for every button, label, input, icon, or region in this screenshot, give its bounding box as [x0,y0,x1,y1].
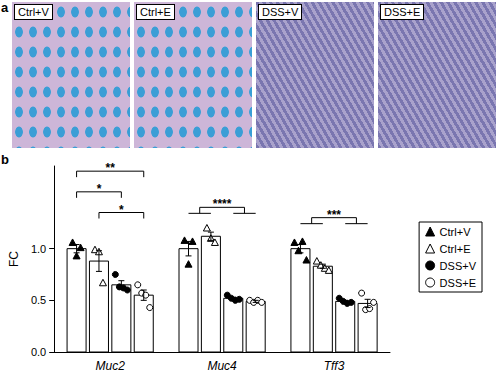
svg-text:*: * [97,182,102,196]
html-text:DSS+V: DSS+V [262,6,299,18]
svg-text:Tff3: Tff3 [324,359,345,373]
svg-text:DSS+E: DSS+E [440,277,476,289]
svg-text:0.5: 0.5 [31,294,46,306]
svg-text:DSS+V: DSS+V [440,260,477,272]
svg-text:0.0: 0.0 [31,346,46,358]
svg-text:***: *** [327,208,341,222]
svg-text:FC: FC [7,251,21,267]
html-text:DSS+E: DSS+E [384,6,421,18]
html-text:Ctrl+E: Ctrl+E [140,6,171,18]
svg-text:****: **** [213,197,232,211]
svg-text:Ctrl+E: Ctrl+E [440,243,471,255]
svg-text:Ctrl+V: Ctrl+V [440,226,472,238]
svg-text:**: ** [105,161,115,175]
svg-text:1.0: 1.0 [31,243,46,255]
html-text:a: a [1,0,9,15]
html-text:Ctrl+V: Ctrl+V [18,6,49,18]
svg-text:*: * [119,203,124,217]
html-text:b: b [1,152,9,167]
svg-text:Muc4: Muc4 [207,359,237,373]
svg-text:Muc2: Muc2 [95,359,125,373]
